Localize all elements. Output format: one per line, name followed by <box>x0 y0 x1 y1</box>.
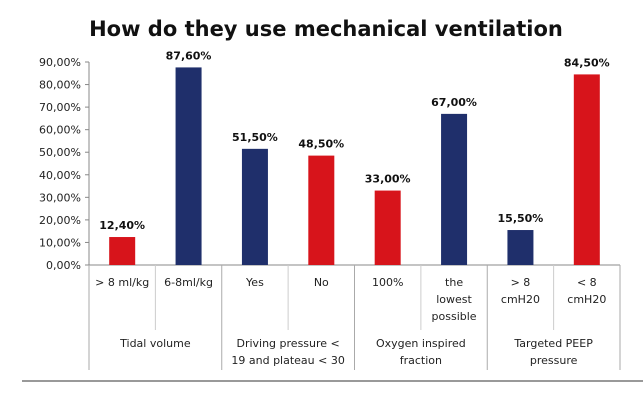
x-tick-label: 100% <box>372 276 403 289</box>
x-tick-label: 6-8ml/kg <box>164 276 213 289</box>
data-label: 51,50% <box>232 131 278 144</box>
y-tick-label: 90,00% <box>39 56 81 69</box>
x-tick-label: < 8 <box>577 276 597 289</box>
y-tick-label: 30,00% <box>39 191 81 204</box>
y-tick-label: 80,00% <box>39 79 81 92</box>
chart-title: How do they use mechanical ventilation <box>89 17 563 41</box>
y-tick-label: 0,00% <box>46 259 81 272</box>
category-labels: > 8 ml/kg 6-8ml/kg Tidal volume Yes No Drivin… <box>95 276 606 367</box>
bar <box>573 74 600 266</box>
axes: 0,00% 10,00% 20,00% 30,00% 40,00% 50,00% 60,00… <box>22 56 643 382</box>
bar <box>175 67 202 265</box>
group-label: Targeted PEEP <box>513 337 593 350</box>
x-tick-label: lowest <box>436 293 472 306</box>
y-tick-label: 10,00% <box>39 236 81 249</box>
group-label: Oxygen inspired <box>376 337 466 350</box>
data-label: 87,60% <box>166 49 212 62</box>
data-labels: 12,40% 87,60% 51,50% 48,50% 33,00% 67,00% 15,5… <box>99 49 609 232</box>
y-tick-label: 70,00% <box>39 101 81 114</box>
group-label: fraction <box>400 354 442 367</box>
bar <box>241 148 268 265</box>
data-label: 67,00% <box>431 96 477 109</box>
y-tick-label: 50,00% <box>39 146 81 159</box>
x-tick-label: No <box>314 276 329 289</box>
x-tick-label: > 8 <box>511 276 531 289</box>
bar <box>441 113 468 265</box>
x-tick-label: Yes <box>245 276 264 289</box>
bar <box>507 230 534 265</box>
x-tick-label: > 8 ml/kg <box>95 276 149 289</box>
bars <box>109 67 600 266</box>
x-tick-label: possible <box>432 310 477 323</box>
data-label: 12,40% <box>99 219 145 232</box>
bar <box>109 237 136 265</box>
data-label: 15,50% <box>498 212 544 225</box>
group-label: pressure <box>530 354 578 367</box>
group-label: Tidal volume <box>119 337 191 350</box>
bar <box>308 155 335 265</box>
y-tick-label: 60,00% <box>39 124 81 137</box>
y-tick-label: 20,00% <box>39 214 81 227</box>
group-label: Driving pressure < <box>236 337 339 350</box>
y-tick-label: 40,00% <box>39 169 81 182</box>
group-label: 19 and plateau < 30 <box>231 354 344 367</box>
x-tick-label: cmH20 <box>567 293 606 306</box>
data-label: 48,50% <box>298 138 344 151</box>
data-label: 84,50% <box>564 56 610 69</box>
data-label: 33,00% <box>365 173 411 186</box>
x-tick-label: the <box>445 276 463 289</box>
x-tick-label: cmH20 <box>501 293 540 306</box>
bar <box>374 190 401 265</box>
